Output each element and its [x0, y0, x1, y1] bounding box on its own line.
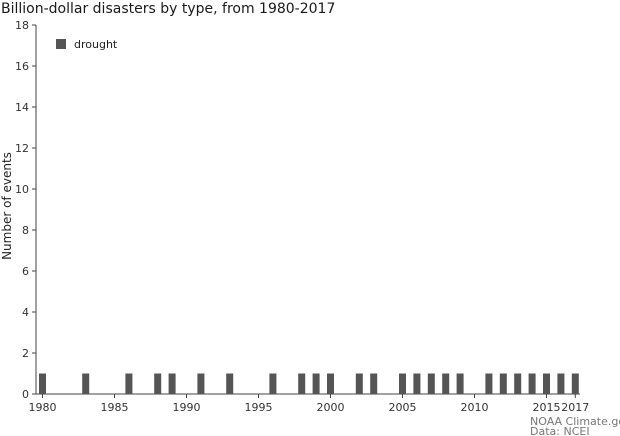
x-tick-label: 1980 [29, 401, 57, 414]
y-tick-label: 18 [15, 19, 29, 32]
bar-drought-2006 [413, 373, 421, 394]
bar-drought-2016 [557, 373, 565, 394]
y-axis-label: Number of events [0, 152, 14, 260]
credit-data: Data: NCEI [530, 425, 590, 436]
bar-drought-1993 [226, 373, 234, 394]
bars [39, 373, 579, 394]
x-tick-label: 2000 [317, 401, 345, 414]
y-tick-label: 0 [22, 388, 29, 401]
legend-swatch-drought [56, 39, 66, 49]
x-axis: 1980 1985 1990 1995 2000 2005 2010 2015 2017 [29, 393, 589, 414]
chart-title: Billion-dollar disasters by type, from 1… [1, 1, 335, 17]
x-tick-label: 2015 [533, 401, 561, 414]
x-tick-label: 1985 [101, 401, 129, 414]
y-axis: 0 2 4 6 8 10 12 14 16 18 [15, 19, 37, 401]
bar-drought-2009 [456, 373, 464, 394]
x-tick-label: 2017 [561, 401, 589, 414]
credit-source: NOAA Climate.gov [530, 415, 620, 428]
x-tick-label: 2005 [389, 401, 417, 414]
bar-drought-2003 [370, 373, 378, 394]
bar-drought-2017 [571, 373, 579, 394]
y-tick-label: 4 [22, 306, 29, 319]
bar-drought-2014 [528, 373, 536, 394]
y-tick-label: 12 [15, 142, 29, 155]
bar-drought-2002 [355, 373, 363, 394]
bar-drought-2000 [327, 373, 334, 394]
y-tick-label: 14 [15, 101, 29, 114]
bar-drought-1988 [154, 373, 162, 394]
y-tick-label: 6 [22, 265, 29, 278]
legend: drought [56, 38, 118, 51]
bar-drought-1996 [269, 373, 277, 394]
bar-drought-1980 [39, 373, 46, 394]
bar-drought-2015 [543, 373, 550, 394]
bar-drought-1991 [197, 373, 205, 394]
bar-drought-1989 [168, 373, 176, 394]
x-tick-label: 2010 [461, 401, 489, 414]
bar-drought-2005 [399, 373, 406, 394]
x-tick-label: 1995 [245, 401, 273, 414]
bar-drought-1999 [312, 373, 320, 394]
bar-drought-1998 [298, 373, 306, 394]
bar-drought-2007 [427, 373, 435, 394]
legend-label-drought: drought [74, 38, 118, 51]
bar-drought-1986 [125, 373, 133, 394]
y-tick-label: 10 [15, 183, 29, 196]
y-tick-label: 2 [22, 347, 29, 360]
bar-drought-2013 [514, 373, 522, 394]
bar-drought-2011 [485, 373, 493, 394]
bar-drought-2008 [442, 373, 450, 394]
bar-drought-2012 [499, 373, 507, 394]
y-tick-label: 16 [15, 60, 29, 73]
y-tick-label: 8 [22, 224, 29, 237]
x-tick-label: 1990 [173, 401, 201, 414]
bar-drought-1983 [82, 373, 90, 394]
